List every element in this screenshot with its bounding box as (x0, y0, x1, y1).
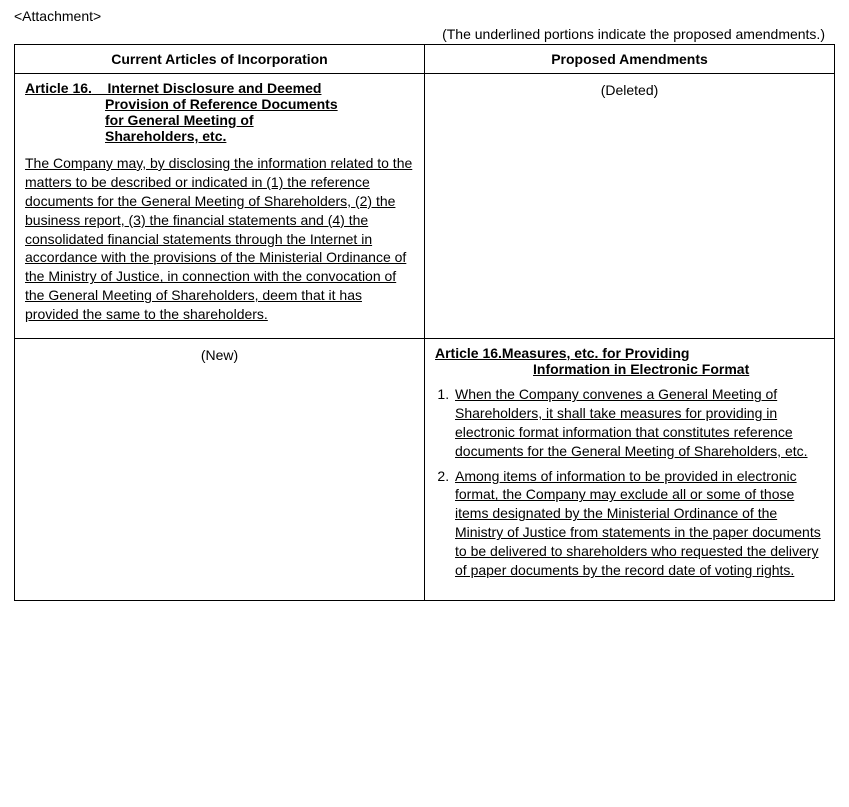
status-deleted: (Deleted) (435, 80, 824, 98)
amendments-table: Current Articles of Incorporation Propos… (14, 44, 835, 601)
article-body: The Company may, by disclosing the infor… (25, 154, 414, 324)
article-title: Article 16. Internet Disclosure and Deem… (25, 80, 414, 144)
article-title-line: Internet Disclosure and Deemed (108, 80, 322, 96)
table-row: Article 16. Internet Disclosure and Deem… (15, 74, 835, 339)
cell-proposed-article16: Article 16.Measures, etc. for Providing … (425, 339, 835, 601)
numbered-list: When the Company convenes a General Meet… (435, 385, 824, 580)
cell-current-new: (New) (15, 339, 425, 601)
list-item: When the Company convenes a General Meet… (453, 385, 824, 461)
article-title: Article 16.Measures, etc. for Providing … (435, 345, 824, 377)
article-title-line: Provision of Reference Documents (25, 96, 414, 112)
table-header-row: Current Articles of Incorporation Propos… (15, 45, 835, 74)
table-row: (New) Article 16.Measures, etc. for Prov… (15, 339, 835, 601)
amendment-note: (The underlined portions indicate the pr… (14, 26, 825, 42)
article-title-line: Shareholders, etc. (25, 128, 414, 144)
article-title-line: for General Meeting of (25, 112, 414, 128)
list-item: Among items of information to be provide… (453, 467, 824, 580)
article-title-line: Article 16.Measures, etc. for Providing (435, 345, 689, 361)
attachment-label: <Attachment> (14, 8, 835, 24)
article-number: Article 16. (25, 80, 92, 96)
cell-proposed-deleted: (Deleted) (425, 74, 835, 339)
col-header-current: Current Articles of Incorporation (15, 45, 425, 74)
status-new: (New) (25, 345, 414, 363)
cell-current-article16: Article 16. Internet Disclosure and Deem… (15, 74, 425, 339)
col-header-proposed: Proposed Amendments (425, 45, 835, 74)
article-title-line: Information in Electronic Format (435, 361, 824, 377)
